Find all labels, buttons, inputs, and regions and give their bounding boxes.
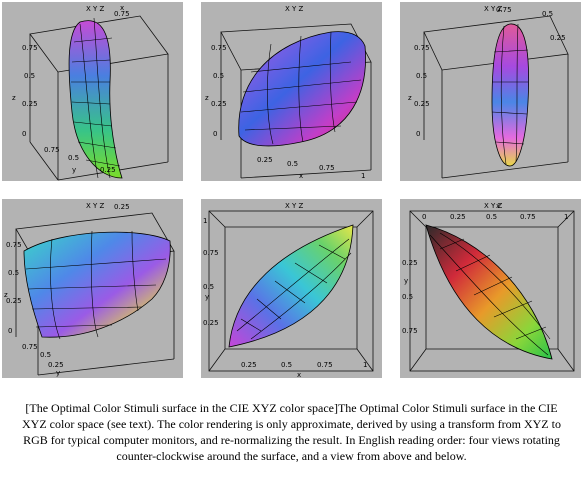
svg-text:1: 1	[361, 172, 365, 180]
figure-caption: [The Optimal Color Stimuli surface in th…	[22, 401, 561, 463]
svg-text:0.5: 0.5	[287, 160, 298, 168]
svg-text:0.25: 0.25	[114, 203, 130, 211]
svg-text:0.5: 0.5	[542, 10, 553, 18]
svg-text:0.25: 0.25	[414, 100, 430, 108]
svg-text:0.5: 0.5	[213, 72, 224, 80]
svg-text:z: z	[408, 94, 412, 102]
svg-text:0: 0	[213, 130, 217, 138]
svg-text:0.75: 0.75	[22, 44, 38, 52]
svg-text:z: z	[205, 94, 209, 102]
svg-text:1: 1	[564, 213, 568, 221]
view-panel-2: X Y Z 0.75 0.5 0.25 0 0.25 0.5 0.75 1 z x	[201, 2, 382, 181]
svg-text:0.75: 0.75	[496, 6, 512, 14]
svg-text:0.5: 0.5	[281, 361, 292, 369]
svg-text:0: 0	[416, 130, 420, 138]
axis-label-top: X Y Z	[86, 5, 105, 13]
svg-text:0.75: 0.75	[114, 10, 130, 18]
svg-text:0.25: 0.25	[257, 156, 273, 164]
svg-text:0.5: 0.5	[68, 154, 79, 162]
surface-plot-5: X Y Z 0.25 0.5 0.75 1 0.25 0.5 0.75 1 y x	[203, 202, 374, 378]
svg-text:0.75: 0.75	[317, 361, 333, 369]
svg-text:0.5: 0.5	[486, 213, 497, 221]
svg-text:0.75: 0.75	[402, 327, 418, 335]
svg-text:X Y Z: X Y Z	[285, 202, 304, 210]
surface-plot-1: X Y Z 0.75 0.5 0.25 0 0.75 0.5 0.25 0.75 z y x	[12, 4, 169, 181]
svg-text:0.25: 0.25	[6, 297, 22, 305]
svg-text:0.75: 0.75	[414, 44, 430, 52]
svg-text:0.5: 0.5	[203, 283, 214, 291]
view-panel-6: X Y Z 0 0.25 0.5 0.75 1 0.25 0.5 0.75 x y	[400, 199, 581, 378]
svg-text:X Y Z: X Y Z	[484, 5, 503, 13]
svg-text:0.25: 0.25	[48, 361, 64, 369]
svg-text:0.25: 0.25	[241, 361, 257, 369]
svg-text:X Y Z: X Y Z	[285, 5, 304, 13]
svg-text:y: y	[72, 166, 76, 174]
surface-plot-4: X Y Z 0.750.5 0.250 0.750.5 0.250.25 zy	[4, 202, 175, 377]
svg-text:y: y	[404, 277, 408, 285]
svg-text:0.25: 0.25	[22, 100, 38, 108]
svg-text:z: z	[12, 94, 16, 102]
svg-text:y: y	[56, 369, 60, 377]
svg-text:x: x	[496, 202, 500, 210]
svg-text:0.25: 0.25	[402, 259, 418, 267]
svg-text:0.75: 0.75	[6, 241, 22, 249]
svg-text:z: z	[4, 291, 8, 299]
svg-text:0.5: 0.5	[40, 351, 51, 359]
view-panel-1: X Y Z 0.75 0.5 0.25 0 0.75 0.5 0.25 0.75 z y x	[2, 2, 183, 181]
surface-plot-6: X Y Z 0 0.25 0.5 0.75 1 0.25 0.5 0.75 x y	[402, 202, 575, 372]
svg-text:0: 0	[422, 213, 426, 221]
svg-text:1: 1	[363, 361, 367, 369]
svg-text:x: x	[299, 172, 303, 180]
surface-plot-3: X Y Z 0.750.5 0.250 0.75 0.5 0.25z	[408, 5, 569, 179]
svg-text:0: 0	[22, 130, 26, 138]
surface-plot-2: X Y Z 0.75 0.5 0.25 0 0.25 0.5 0.75 1 z x	[205, 5, 372, 180]
svg-text:0.25: 0.25	[450, 213, 466, 221]
svg-text:X Y Z: X Y Z	[86, 202, 105, 210]
svg-text:0.75: 0.75	[203, 249, 219, 257]
svg-text:x: x	[297, 371, 301, 378]
svg-text:0.5: 0.5	[402, 293, 413, 301]
svg-text:0.25: 0.25	[203, 319, 219, 327]
svg-text:0.75: 0.75	[211, 44, 227, 52]
view-panel-5: X Y Z 0.25 0.5 0.75 1 0.25 0.5 0.75 1 y x	[201, 199, 382, 378]
svg-text:0.75: 0.75	[22, 343, 38, 351]
svg-text:0.25: 0.25	[100, 166, 116, 174]
svg-text:0.75: 0.75	[319, 164, 335, 172]
svg-text:X Y Z: X Y Z	[484, 202, 503, 210]
svg-text:0.5: 0.5	[416, 72, 427, 80]
svg-text:0.5: 0.5	[24, 72, 35, 80]
svg-text:y: y	[205, 293, 209, 301]
view-panel-3: X Y Z 0.75 0.5 0.25 0 0.75 0.5 0.25 z	[400, 2, 581, 181]
svg-text:0.75: 0.75	[520, 213, 536, 221]
svg-text:x: x	[120, 4, 124, 12]
svg-text:0.75: 0.75	[44, 146, 60, 154]
svg-text:0.25: 0.25	[211, 100, 227, 108]
svg-text:0: 0	[8, 327, 12, 335]
svg-text:1: 1	[203, 217, 207, 225]
svg-text:0.5: 0.5	[8, 269, 19, 277]
svg-text:0.25: 0.25	[550, 34, 566, 42]
